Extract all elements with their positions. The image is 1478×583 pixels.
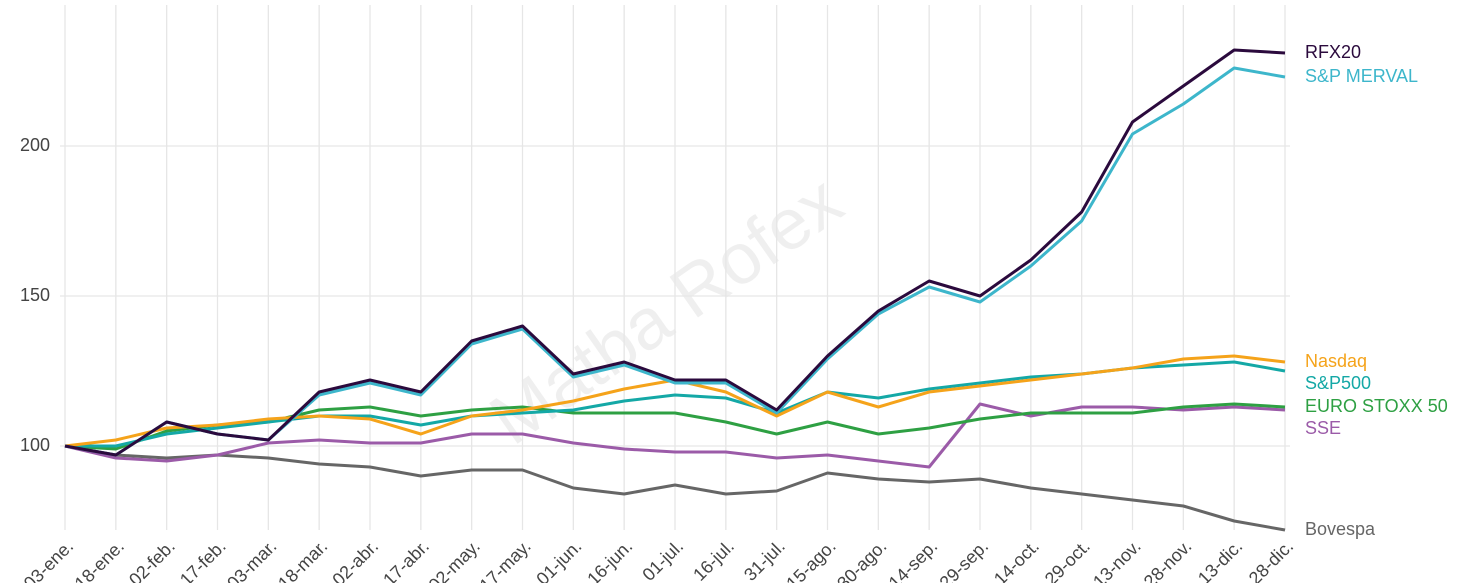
x-tick-label: 14-oct. — [990, 536, 1043, 583]
legend-label: SSE — [1305, 418, 1341, 438]
legend-label: Bovespa — [1305, 519, 1376, 539]
x-tick-label: 16-jul. — [689, 536, 738, 583]
legend-label: RFX20 — [1305, 42, 1361, 62]
y-tick-label: 200 — [20, 135, 50, 155]
x-tick-label: 17-may. — [476, 536, 535, 583]
x-tick-label: 29-oct. — [1041, 536, 1094, 583]
x-tick-label: 31-jul. — [740, 536, 789, 583]
grid — [60, 5, 1290, 530]
legend-label: S&P MERVAL — [1305, 66, 1418, 86]
x-tick-label: 30-ago. — [833, 536, 890, 583]
series-line — [64, 444, 1286, 532]
x-tick-label: 01-jul. — [638, 536, 687, 583]
x-tick-label: 02-feb. — [125, 536, 179, 583]
legend-label: S&P500 — [1305, 373, 1371, 393]
y-tick-label: 100 — [20, 435, 50, 455]
x-tick-label: 02-may. — [425, 536, 484, 583]
series-line — [64, 48, 1286, 457]
x-tick-label: 14-sep. — [885, 536, 942, 583]
x-tick-label: 18-mar. — [274, 536, 331, 583]
x-tick-label: 13-nov. — [1089, 536, 1145, 583]
x-tick-label: 15-ago. — [782, 536, 839, 583]
legend-label: EURO STOXX 50 — [1305, 396, 1448, 416]
x-tick-label: 01-jun. — [532, 536, 585, 583]
x-tick-label: 13-dic. — [1194, 536, 1246, 583]
series-line — [64, 402, 1286, 469]
x-tick-label: 03-ene. — [20, 536, 77, 583]
x-tick-label: 02-abr. — [328, 536, 382, 583]
x-tick-label: 17-feb. — [176, 536, 230, 583]
x-tick-label: 29-sep. — [936, 536, 993, 583]
x-tick-label: 28-nov. — [1140, 536, 1196, 583]
x-tick-label: 28-dic. — [1245, 536, 1297, 583]
x-tick-label: 18-ene. — [71, 536, 128, 583]
x-tick-label: 03-mar. — [223, 536, 280, 583]
legend-label: Nasdaq — [1305, 351, 1367, 371]
x-tick-label: 17-abr. — [379, 536, 433, 583]
x-tick-label: 16-jun. — [583, 536, 636, 583]
watermark: Matba Rofex — [476, 161, 856, 461]
y-tick-label: 150 — [20, 285, 50, 305]
lines — [64, 48, 1286, 532]
